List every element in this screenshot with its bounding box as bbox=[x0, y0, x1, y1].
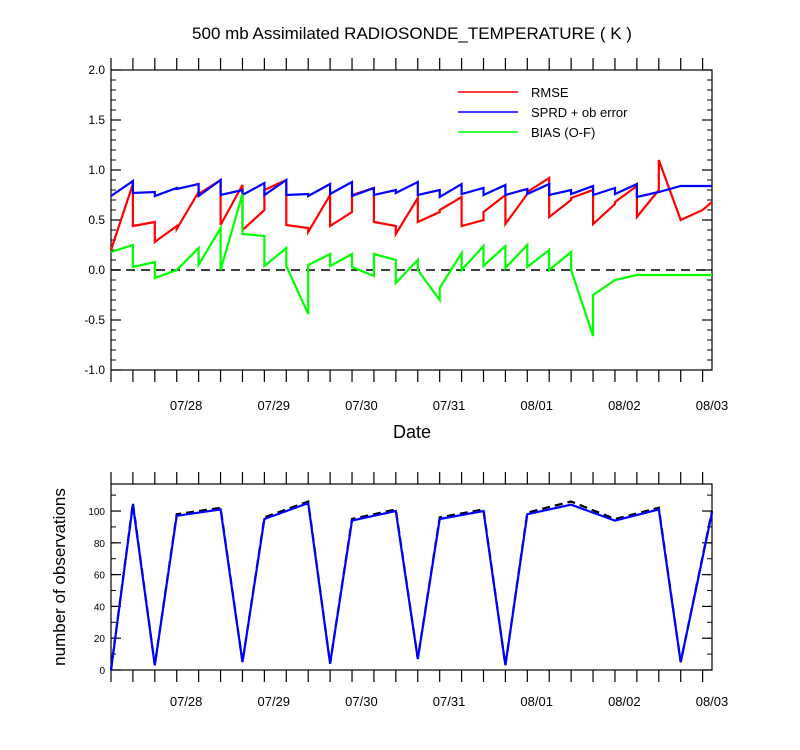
x-tick-label: 07/31 bbox=[433, 694, 466, 709]
chart-title: 500 mb Assimilated RADIOSONDE_TEMPERATUR… bbox=[192, 24, 632, 43]
x-tick-label: 08/03 bbox=[696, 694, 729, 709]
x-tick-label: 07/28 bbox=[170, 694, 203, 709]
y-tick-label: 0.5 bbox=[88, 213, 105, 227]
legend: RMSE SPRD + ob error BIAS (O-F) bbox=[458, 85, 628, 140]
x-tick-label: 08/02 bbox=[608, 694, 641, 709]
series-line-bias-o-f bbox=[110, 193, 712, 337]
x-tick-label: 07/30 bbox=[345, 398, 378, 413]
legend-label-rmse: RMSE bbox=[531, 85, 569, 100]
y-tick-label: -0.5 bbox=[84, 313, 105, 327]
x-tick-label: 08/01 bbox=[520, 398, 553, 413]
top-y-tick-labels: 2.0 1.5 1.0 0.5 0.0 -0.5 -1.0 bbox=[84, 63, 105, 377]
observation-count-plot: 100 80 60 40 20 0 07/28 07/29 07/30 07/31 08/01 08… bbox=[88, 472, 728, 709]
y-tick-label: 0.0 bbox=[88, 263, 105, 277]
y-axis-title-observations: number of observations bbox=[50, 488, 69, 666]
x-axis-title: Date bbox=[393, 422, 431, 442]
series-line-series-1 bbox=[109, 501, 714, 671]
series-line-sprd-ob-error bbox=[110, 177, 712, 199]
x-tick-label: 07/29 bbox=[257, 398, 290, 413]
legend-label-sprd: SPRD + ob error bbox=[531, 105, 628, 120]
x-tick-label: 08/02 bbox=[608, 398, 641, 413]
y-tick-label: 40 bbox=[94, 602, 106, 613]
y-tick-label: 1.0 bbox=[88, 163, 105, 177]
y-tick-label: -1.0 bbox=[84, 363, 105, 377]
y-tick-label: 2.0 bbox=[88, 63, 105, 77]
x-tick-label: 08/03 bbox=[696, 398, 729, 413]
y-tick-label: 60 bbox=[94, 571, 106, 582]
x-tick-label: 07/29 bbox=[257, 694, 290, 709]
x-tick-label: 07/30 bbox=[345, 694, 378, 709]
bottom-series-group bbox=[109, 500, 714, 671]
series-line-series-0 bbox=[109, 500, 714, 671]
top-axis-ticks bbox=[110, 58, 712, 382]
y-tick-label: 1.5 bbox=[88, 113, 105, 127]
y-tick-label: 0 bbox=[99, 666, 105, 677]
x-tick-label: 07/31 bbox=[433, 398, 466, 413]
bottom-x-tick-labels: 07/28 07/29 07/30 07/31 08/01 08/02 08/03 bbox=[170, 694, 728, 709]
bottom-plot-frame bbox=[110, 483, 713, 671]
series-line-rmse bbox=[109, 159, 713, 251]
y-tick-label: 80 bbox=[94, 539, 106, 550]
x-tick-label: 07/28 bbox=[170, 398, 203, 413]
y-tick-label: 20 bbox=[94, 634, 106, 645]
y-tick-label: 100 bbox=[88, 507, 105, 518]
temperature-stats-plot: 2.01.51.00.50.0-0.5-1.0 07/28 07/29 07/30 0… bbox=[84, 58, 728, 413]
x-tick-label: 08/01 bbox=[520, 694, 553, 709]
legend-label-bias: BIAS (O-F) bbox=[531, 125, 595, 140]
top-x-tick-labels: 07/28 07/29 07/30 07/31 08/01 08/02 08/03 bbox=[170, 398, 728, 413]
top-series-group bbox=[109, 159, 713, 337]
bottom-axis-ticks bbox=[110, 472, 712, 682]
bottom-y-tick-labels: 100 80 60 40 20 0 bbox=[88, 507, 105, 677]
